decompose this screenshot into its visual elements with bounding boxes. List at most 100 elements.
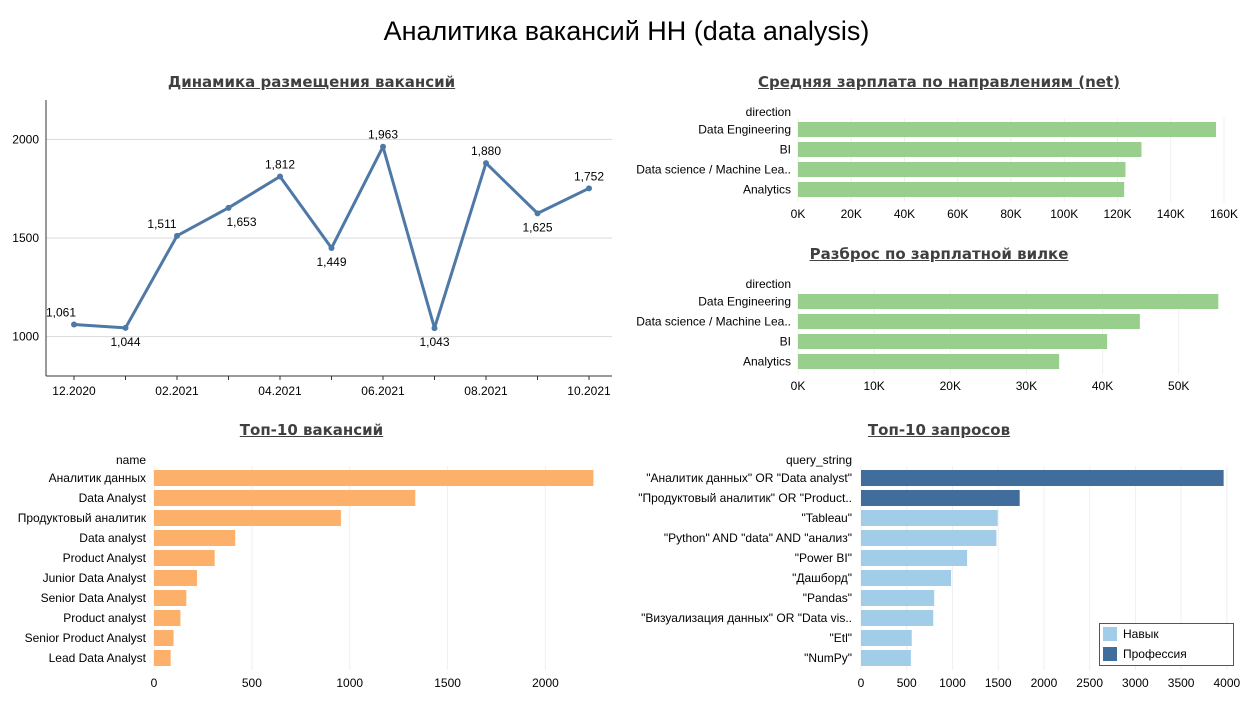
category-label: Senior Data Analyst bbox=[41, 591, 147, 605]
bar bbox=[154, 510, 341, 526]
data-point bbox=[534, 210, 541, 217]
category-label: Продуктовый аналитик bbox=[18, 511, 147, 525]
category-label: "Дашборд" bbox=[792, 571, 852, 585]
category-label: Analytics bbox=[743, 183, 791, 197]
data-point bbox=[71, 321, 77, 328]
bar bbox=[861, 630, 912, 646]
x-tick-label: 500 bbox=[242, 676, 262, 690]
category-label: Data science / Machine Lea.. bbox=[636, 315, 791, 329]
category-label: "Etl" bbox=[829, 631, 852, 645]
bar bbox=[861, 470, 1224, 486]
category-label: "Pandas" bbox=[803, 591, 852, 605]
category-label: Analytics bbox=[743, 355, 791, 369]
x-tick-label: 1000 bbox=[939, 676, 966, 690]
x-tick-label: 04.2021 bbox=[258, 384, 302, 398]
category-header: direction bbox=[746, 277, 791, 291]
x-tick-label: 60K bbox=[947, 207, 968, 221]
category-label: "Аналитик данных" OR "Data analyst" bbox=[646, 471, 852, 485]
data-label: 1,812 bbox=[265, 157, 295, 171]
category-label: "NumPy" bbox=[804, 651, 852, 665]
bar bbox=[861, 570, 952, 586]
bar bbox=[861, 530, 997, 546]
category-label: Data Engineering bbox=[698, 295, 791, 309]
bar bbox=[154, 570, 198, 586]
bar bbox=[861, 610, 934, 626]
bar bbox=[861, 650, 911, 666]
legend-label-profession: Профессия bbox=[1123, 647, 1187, 661]
data-point bbox=[586, 185, 592, 192]
x-tick-label: 3500 bbox=[1168, 676, 1195, 690]
series-line bbox=[73, 145, 590, 330]
page-title: Аналитика вакансий HH (data analysis) bbox=[383, 16, 870, 46]
bar bbox=[798, 142, 1142, 157]
x-tick-label: 120K bbox=[1103, 207, 1131, 221]
x-tick-label: 100K bbox=[1050, 207, 1078, 221]
chart-title-dynamics: Динамика размещения вакансий bbox=[167, 73, 456, 91]
bar bbox=[154, 590, 187, 606]
bar bbox=[798, 122, 1217, 137]
category-label: "Python" AND "data" AND "анализ" bbox=[664, 531, 852, 545]
category-label: BI bbox=[780, 335, 791, 349]
x-tick-label: 40K bbox=[894, 207, 915, 221]
x-tick-label: 4000 bbox=[1214, 676, 1241, 690]
x-tick-label: 50K bbox=[1168, 379, 1189, 393]
data-point bbox=[328, 245, 335, 252]
data-label: 1,511 bbox=[147, 217, 176, 231]
data-point bbox=[225, 204, 232, 211]
chart-title-top-vacancies: Топ-10 вакансий bbox=[239, 421, 384, 439]
data-point bbox=[277, 173, 283, 180]
bar bbox=[798, 162, 1126, 177]
x-tick-label: 160K bbox=[1210, 207, 1238, 221]
category-label: Lead Data Analyst bbox=[49, 651, 147, 665]
bar bbox=[798, 314, 1140, 329]
x-tick-label: 80K bbox=[1000, 207, 1021, 221]
chart-title-avg-salary: Средняя зарплата по направлениям (net) bbox=[758, 73, 1120, 91]
category-label: "Визуализация данных" OR "Data vis.. bbox=[641, 611, 852, 625]
data-label: 1,061 bbox=[46, 306, 76, 320]
legend-label-skill: Навык bbox=[1123, 627, 1159, 641]
data-label: 1,044 bbox=[110, 335, 140, 349]
data-label: 1,752 bbox=[574, 169, 604, 183]
data-point bbox=[174, 232, 180, 239]
category-label: Data Analyst bbox=[79, 491, 147, 505]
legend-swatch-profession bbox=[1103, 647, 1117, 661]
bar bbox=[861, 550, 968, 566]
x-tick-label: 500 bbox=[897, 676, 917, 690]
category-label: Data Engineering bbox=[698, 123, 791, 137]
data-point bbox=[380, 143, 386, 150]
y-tick-label: 1000 bbox=[12, 330, 39, 344]
x-tick-label: 140K bbox=[1157, 207, 1185, 221]
x-tick-label: 0K bbox=[791, 207, 806, 221]
x-tick-label: 0K bbox=[791, 379, 806, 393]
data-label: 1,043 bbox=[419, 335, 449, 349]
x-tick-label: 1500 bbox=[434, 676, 461, 690]
data-label: 1,653 bbox=[226, 215, 256, 229]
chart-legend-top-queries: Навык Профессия bbox=[1099, 623, 1234, 666]
bar bbox=[861, 590, 935, 606]
category-label: "Power BI" bbox=[795, 551, 852, 565]
data-label: 1,963 bbox=[368, 128, 398, 142]
category-label: Senior Product Analyst bbox=[25, 631, 147, 645]
category-header: direction bbox=[746, 105, 791, 119]
category-header: name bbox=[116, 453, 146, 467]
category-label: Product Analyst bbox=[63, 551, 147, 565]
bar bbox=[154, 630, 174, 646]
bar bbox=[154, 530, 236, 546]
data-point bbox=[431, 325, 438, 332]
category-header: query_string bbox=[786, 453, 852, 467]
bar bbox=[154, 550, 215, 566]
x-tick-label: 02.2021 bbox=[155, 384, 199, 398]
chart-title-salary-spread: Разброс по зарплатной вилке bbox=[809, 245, 1069, 263]
category-label: Junior Data Analyst bbox=[43, 571, 147, 585]
category-label: Data analyst bbox=[79, 531, 146, 545]
x-tick-label: 2000 bbox=[1031, 676, 1058, 690]
bar bbox=[154, 470, 594, 486]
x-tick-label: 30K bbox=[1016, 379, 1037, 393]
x-tick-label: 0 bbox=[151, 676, 158, 690]
legend-item-profession: Профессия bbox=[1103, 646, 1187, 662]
data-point bbox=[122, 324, 129, 331]
x-tick-label: 2500 bbox=[1076, 676, 1103, 690]
x-tick-label: 3000 bbox=[1122, 676, 1149, 690]
category-label: "Продуктовый аналитик" OR "Product.. bbox=[638, 491, 852, 505]
x-tick-label: 1500 bbox=[985, 676, 1012, 690]
